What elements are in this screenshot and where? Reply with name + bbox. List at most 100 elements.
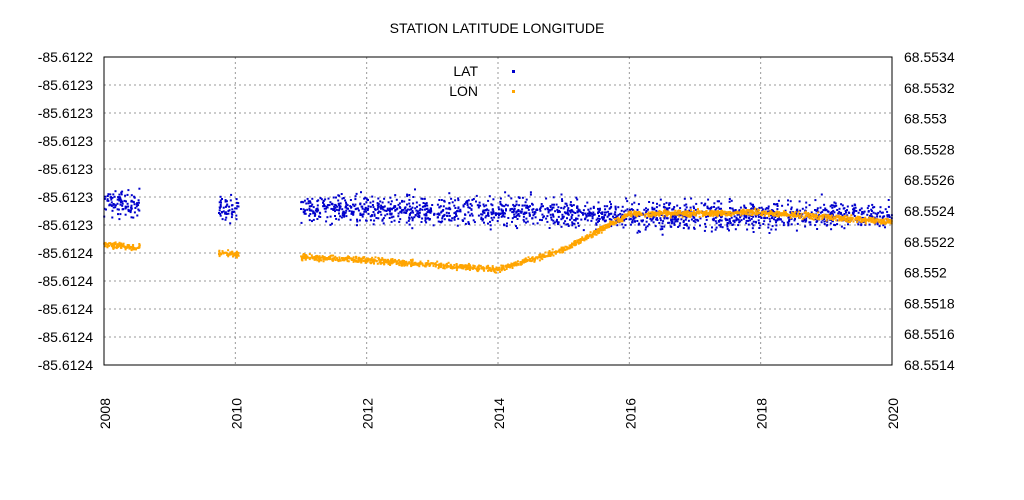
data-point-lat — [638, 230, 641, 233]
data-point-lat — [556, 208, 559, 211]
data-point-lat — [443, 218, 446, 221]
data-point-lat — [715, 222, 718, 225]
data-point-lat — [566, 204, 569, 207]
data-point-lon — [705, 213, 708, 216]
data-point-lat — [359, 212, 362, 215]
data-point-lon — [598, 230, 601, 233]
data-point-lon — [388, 260, 391, 263]
data-point-lon — [710, 209, 713, 212]
data-point-lat — [699, 224, 701, 227]
data-point-lat — [629, 217, 632, 220]
data-point-lon — [800, 212, 803, 215]
data-point-lat — [643, 223, 646, 226]
data-point-lat — [529, 191, 532, 194]
data-point-lon — [321, 256, 324, 259]
data-point-lon — [404, 262, 406, 265]
data-point-lon — [784, 211, 787, 214]
data-point-lat — [326, 206, 329, 209]
data-point-lat — [713, 202, 716, 205]
data-point-lat — [787, 222, 790, 225]
data-point-lon — [232, 254, 235, 257]
data-point-lat — [437, 216, 439, 219]
data-point-lat — [774, 203, 777, 206]
data-point-lon — [411, 258, 414, 261]
data-point-lat — [418, 214, 421, 217]
data-point-lon — [623, 214, 626, 216]
data-point-lat — [130, 204, 133, 207]
data-point-lon — [627, 212, 630, 214]
data-point-lat — [803, 219, 805, 222]
data-point-lat — [787, 224, 790, 227]
data-point-lon — [606, 226, 609, 229]
data-point-lat — [570, 209, 573, 212]
data-point-lon — [445, 266, 448, 269]
data-point-lon — [349, 257, 352, 260]
data-point-lat — [352, 210, 355, 213]
data-point-lat — [577, 224, 580, 227]
data-point-lat — [388, 210, 391, 213]
data-point-lon — [224, 251, 227, 254]
data-point-lon — [476, 267, 478, 270]
data-point-lat — [798, 200, 801, 203]
data-point-lat — [569, 203, 572, 206]
data-point-lat — [609, 200, 611, 203]
data-point-lat — [455, 214, 458, 217]
data-point-lon — [850, 214, 853, 217]
data-point-lat — [668, 221, 671, 224]
data-point-lat — [375, 217, 378, 219]
data-point-lat — [852, 208, 854, 211]
data-point-lat — [601, 218, 604, 221]
data-point-lat — [526, 207, 529, 209]
data-point-lat — [649, 212, 652, 215]
data-point-lat — [420, 197, 423, 200]
data-point-lat — [773, 211, 776, 213]
data-point-lat — [539, 209, 542, 212]
data-point-lat — [405, 221, 408, 224]
data-point-lat — [467, 221, 470, 224]
data-point-lon — [126, 245, 129, 248]
data-point-lat — [307, 202, 310, 205]
data-point-lat — [400, 210, 403, 213]
data-point-lat — [668, 203, 671, 206]
data-point-lat — [700, 202, 703, 205]
data-point-lat — [777, 199, 780, 202]
data-point-lon — [786, 214, 789, 217]
data-point-lat — [436, 213, 439, 216]
data-point-lat — [408, 217, 411, 220]
data-point-lat — [110, 201, 113, 204]
data-point-lon — [543, 256, 546, 258]
data-point-lon — [464, 268, 467, 271]
data-point-lon — [229, 251, 232, 254]
data-point-lat — [873, 206, 876, 209]
data-point-lat — [225, 216, 228, 219]
data-point-lat — [230, 193, 233, 196]
data-point-lat — [339, 202, 342, 205]
data-point-lat — [315, 208, 318, 210]
data-point-lat — [376, 208, 379, 211]
data-point-lat — [457, 217, 460, 220]
data-point-lat — [631, 221, 634, 224]
data-point-lat — [311, 197, 314, 200]
data-point-lat — [308, 214, 311, 217]
data-point-lat — [870, 210, 873, 212]
data-point-lon — [839, 216, 842, 219]
data-point-lon — [496, 267, 499, 270]
data-point-lon — [654, 211, 657, 214]
data-point-lat — [678, 224, 681, 227]
data-point-lon — [753, 211, 756, 214]
data-point-lon — [310, 254, 313, 257]
data-point-lat — [621, 213, 624, 216]
data-point-lat — [580, 218, 583, 221]
data-point-lat — [489, 224, 492, 227]
data-point-lat — [371, 204, 374, 206]
data-point-lat — [617, 213, 620, 216]
data-point-lon — [444, 264, 447, 267]
data-point-lat — [882, 224, 885, 227]
data-point-lat — [491, 208, 494, 211]
data-point-lon — [833, 217, 836, 220]
data-point-lat — [309, 201, 312, 204]
data-point-lat — [119, 198, 122, 201]
data-point-lon — [114, 246, 117, 249]
data-point-lat — [854, 204, 857, 207]
data-point-lat — [718, 214, 721, 217]
